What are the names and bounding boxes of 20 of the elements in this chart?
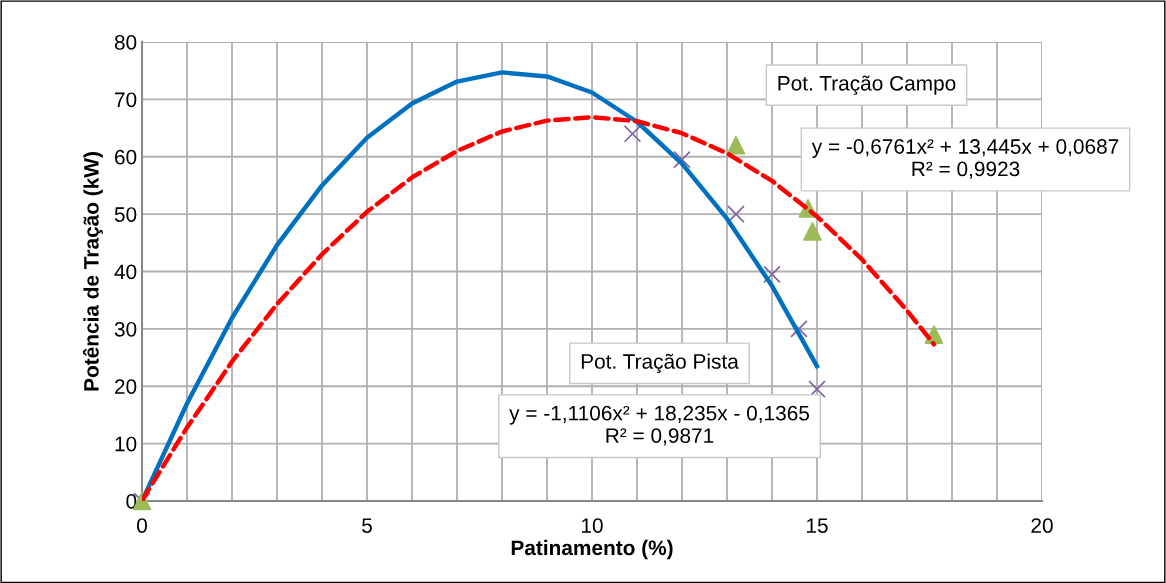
- annotation: Pot. Tração Campo: [778, 75, 956, 95]
- x-tick-label: 20: [1031, 518, 1053, 533]
- y-tick-label: 40: [114, 264, 137, 280]
- y-axis-title: Potência de Tração (kW): [82, 152, 103, 391]
- y-tick-label: 0: [126, 494, 137, 509]
- y-tick-label: 70: [115, 92, 137, 108]
- x-tick-label: 5: [362, 518, 372, 533]
- y-tick-label: 20: [115, 379, 137, 394]
- annotation: Pot. Tração Pista: [581, 353, 739, 374]
- x-tick-label: 10: [582, 518, 603, 533]
- x-tick-label: 0: [137, 518, 147, 533]
- y-tick-label: 10: [115, 436, 137, 452]
- annotation: y = -1,1106x² + 18,235x - 0,1365 R² = 0,9871: [509, 405, 810, 446]
- y-tick-label: 80: [114, 35, 137, 50]
- x-tick-label: 15: [807, 518, 828, 533]
- y-tick-label: 60: [115, 149, 137, 165]
- y-tick-label: 50: [114, 207, 137, 222]
- x-axis-title: Patinamento (%): [511, 539, 673, 560]
- y-tick-label: 30: [114, 321, 137, 337]
- annotation: y = -0,6761x² + 13,445x + 0,0687 R² = 0,9923: [811, 139, 1119, 179]
